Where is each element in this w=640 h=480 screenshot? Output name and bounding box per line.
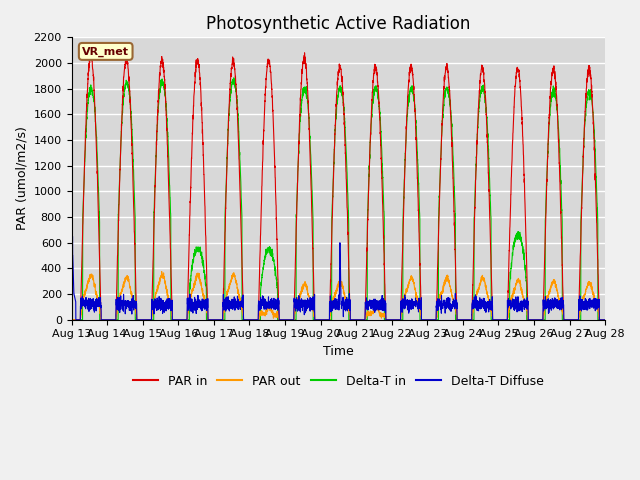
- PAR out: [164, 291, 172, 297]
- Delta-T Diffuse: [601, 317, 609, 323]
- PAR out: [68, 317, 76, 323]
- Delta-T Diffuse: [164, 301, 172, 307]
- Delta-T Diffuse: [319, 317, 326, 323]
- Line: Delta-T in: Delta-T in: [72, 78, 605, 320]
- Line: Delta-T Diffuse: Delta-T Diffuse: [72, 236, 605, 320]
- PAR in: [68, 317, 76, 323]
- PAR out: [602, 317, 609, 323]
- PAR out: [458, 317, 466, 323]
- Delta-T Diffuse: [488, 302, 496, 308]
- PAR in: [458, 317, 466, 323]
- Delta-T in: [429, 317, 436, 323]
- Delta-T Diffuse: [458, 317, 466, 323]
- PAR in: [301, 50, 308, 56]
- Delta-T in: [488, 317, 496, 323]
- Delta-T in: [164, 128, 172, 134]
- Y-axis label: PAR (umol/m2/s): PAR (umol/m2/s): [15, 127, 28, 230]
- PAR in: [429, 317, 436, 323]
- Delta-T Diffuse: [68, 233, 76, 239]
- PAR out: [601, 317, 609, 323]
- PAR out: [158, 269, 166, 275]
- Delta-T Diffuse: [602, 317, 609, 323]
- Text: VR_met: VR_met: [82, 46, 129, 57]
- Delta-T in: [68, 317, 76, 323]
- Delta-T in: [601, 317, 609, 323]
- PAR in: [602, 317, 609, 323]
- Line: PAR in: PAR in: [72, 53, 605, 320]
- Delta-T in: [319, 317, 326, 323]
- PAR out: [488, 312, 496, 318]
- PAR in: [488, 302, 496, 308]
- PAR in: [164, 142, 172, 147]
- Line: PAR out: PAR out: [72, 272, 605, 320]
- Delta-T Diffuse: [68, 317, 76, 323]
- Delta-T Diffuse: [429, 317, 436, 323]
- Delta-T in: [230, 75, 237, 81]
- Legend: PAR in, PAR out, Delta-T in, Delta-T Diffuse: PAR in, PAR out, Delta-T in, Delta-T Dif…: [128, 370, 548, 393]
- Title: Photosynthetic Active Radiation: Photosynthetic Active Radiation: [206, 15, 470, 33]
- PAR out: [319, 317, 326, 323]
- X-axis label: Time: Time: [323, 345, 354, 358]
- PAR in: [601, 317, 609, 323]
- Delta-T in: [458, 317, 466, 323]
- PAR in: [319, 317, 326, 323]
- PAR out: [429, 317, 436, 323]
- Delta-T in: [602, 317, 609, 323]
